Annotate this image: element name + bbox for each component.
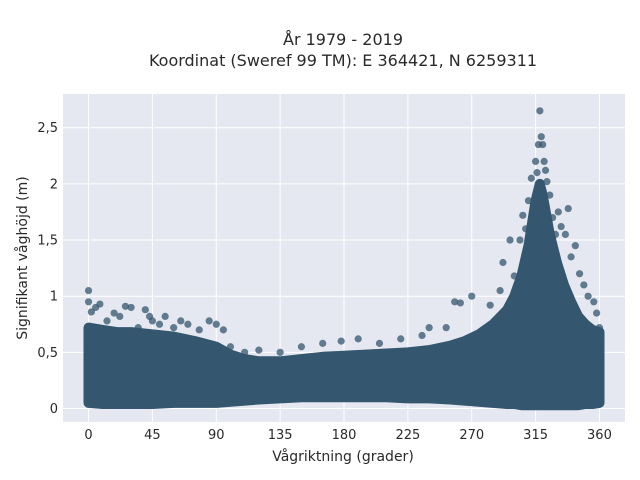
data-point bbox=[84, 286, 93, 295]
point-density-band bbox=[83, 178, 605, 411]
data-point bbox=[110, 309, 118, 317]
data-point bbox=[486, 301, 494, 309]
data-point bbox=[255, 346, 263, 354]
data-point bbox=[456, 299, 464, 307]
data-point bbox=[354, 335, 362, 343]
data-point bbox=[593, 309, 601, 317]
data-point bbox=[141, 306, 149, 314]
data-point bbox=[116, 312, 124, 321]
data-point bbox=[561, 230, 569, 239]
data-point bbox=[195, 326, 203, 334]
x-axis-title: Vågriktning (grader) bbox=[272, 448, 414, 465]
y-tick-label: 0 bbox=[50, 402, 58, 417]
data-point bbox=[127, 303, 135, 312]
data-point bbox=[212, 320, 220, 328]
data-point bbox=[516, 236, 524, 244]
y-tick-label: 0,5 bbox=[37, 346, 58, 361]
data-point bbox=[541, 166, 550, 174]
data-point bbox=[155, 320, 164, 328]
data-point bbox=[170, 324, 178, 332]
data-point bbox=[442, 324, 450, 332]
data-point bbox=[519, 211, 527, 219]
data-point bbox=[226, 343, 235, 351]
data-point bbox=[527, 174, 535, 182]
data-point bbox=[121, 302, 130, 310]
x-tick-label: 225 bbox=[395, 428, 420, 443]
data-point bbox=[418, 331, 426, 340]
data-point bbox=[551, 230, 560, 239]
data-point bbox=[522, 225, 530, 233]
x-tick-labels: 0 45 90 135 180 225 270 315 360 bbox=[84, 428, 611, 443]
data-point bbox=[425, 324, 433, 332]
x-tick-label: 90 bbox=[208, 428, 225, 443]
data-point bbox=[161, 312, 169, 321]
data-point bbox=[319, 339, 327, 347]
data-point bbox=[524, 197, 533, 205]
data-point bbox=[536, 107, 544, 115]
data-point bbox=[549, 213, 557, 222]
x-tick-label: 315 bbox=[523, 428, 548, 443]
data-point bbox=[397, 335, 405, 343]
data-point bbox=[543, 178, 551, 186]
data-point bbox=[87, 308, 95, 316]
data-point bbox=[539, 140, 547, 149]
data-point bbox=[506, 236, 514, 244]
data-point bbox=[219, 326, 227, 334]
data-point bbox=[580, 281, 588, 289]
data-point bbox=[564, 204, 572, 213]
data-point bbox=[205, 317, 213, 325]
data-point bbox=[571, 242, 579, 250]
data-points bbox=[83, 107, 605, 411]
data-point bbox=[96, 300, 104, 308]
y-tick-label: 2,5 bbox=[37, 121, 58, 136]
data-point bbox=[103, 317, 111, 325]
y-tick-label: 1,5 bbox=[37, 234, 58, 249]
data-point bbox=[177, 317, 185, 325]
data-point bbox=[451, 298, 459, 306]
y-axis-title: Signifikant våghöjd (m) bbox=[14, 176, 31, 339]
y-tick-labels: 0 0,5 1 1,5 2 2,5 bbox=[37, 121, 58, 417]
data-point bbox=[134, 324, 142, 332]
data-point bbox=[546, 191, 554, 199]
x-tick-label: 270 bbox=[459, 428, 484, 443]
chart-title: År 1979 - 2019 bbox=[283, 30, 403, 49]
data-point bbox=[468, 292, 476, 300]
data-point bbox=[375, 339, 384, 347]
data-point bbox=[533, 169, 541, 177]
data-point bbox=[184, 320, 192, 328]
data-point bbox=[297, 343, 306, 351]
x-tick-label: 360 bbox=[587, 428, 612, 443]
data-point bbox=[510, 272, 518, 280]
data-point bbox=[529, 211, 537, 219]
data-point bbox=[584, 292, 592, 300]
x-tick-label: 0 bbox=[84, 428, 92, 443]
data-point bbox=[567, 253, 575, 261]
y-tick-label: 1 bbox=[50, 290, 58, 305]
data-point bbox=[531, 157, 540, 165]
data-point bbox=[595, 324, 604, 332]
data-point bbox=[337, 337, 345, 345]
data-point bbox=[241, 348, 249, 356]
data-point bbox=[590, 298, 598, 306]
x-tick-label: 135 bbox=[268, 428, 293, 443]
data-point bbox=[575, 270, 584, 278]
x-tick-label: 180 bbox=[332, 428, 357, 443]
data-point bbox=[496, 286, 504, 295]
data-point bbox=[537, 133, 545, 141]
data-point bbox=[84, 298, 93, 306]
y-tick-label: 2 bbox=[50, 177, 58, 192]
data-point bbox=[148, 317, 157, 325]
x-tick-label: 45 bbox=[144, 428, 161, 443]
data-point bbox=[557, 222, 565, 231]
chart-subtitle: Koordinat (Sweref 99 TM): E 364421, N 62… bbox=[149, 51, 537, 70]
data-point bbox=[554, 208, 562, 216]
data-point bbox=[540, 157, 548, 165]
data-point bbox=[499, 258, 507, 267]
data-point bbox=[276, 348, 284, 356]
